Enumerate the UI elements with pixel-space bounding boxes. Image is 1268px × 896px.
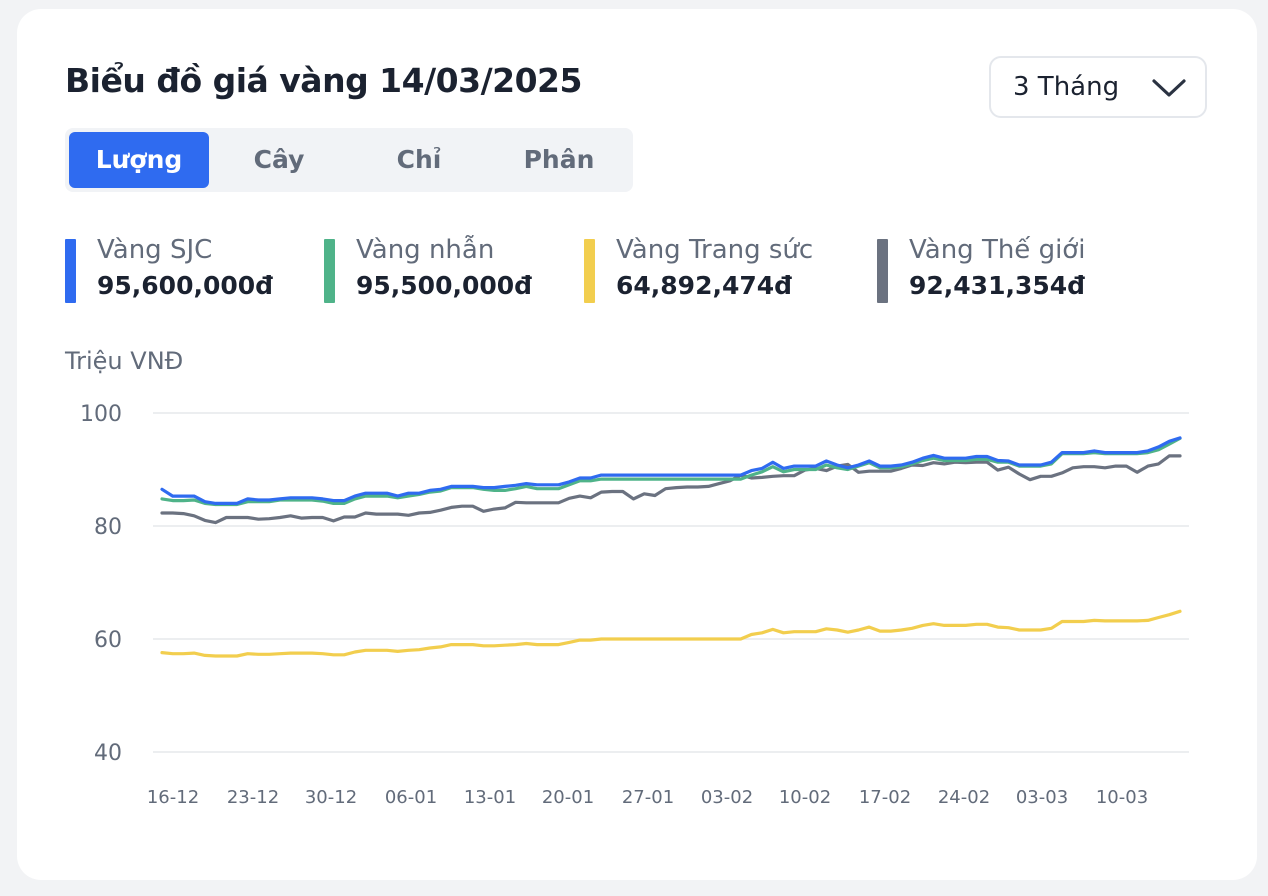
- legend-value: 92,431,354đ: [909, 271, 1086, 300]
- x-tick-label: 16-12: [147, 787, 199, 808]
- y-tick-label: 40: [94, 741, 122, 766]
- x-tick-label: 27-01: [622, 787, 674, 808]
- tab-phan[interactable]: Phân: [523, 145, 595, 174]
- legend-color-bar: [65, 239, 76, 303]
- tab-cay[interactable]: Cây: [253, 145, 305, 174]
- tab-chi[interactable]: Chỉ: [396, 145, 442, 174]
- x-tick-label: 13-01: [464, 787, 516, 808]
- x-tick-label: 06-01: [385, 787, 437, 808]
- x-tick-label: 17-02: [859, 787, 911, 808]
- x-tick-label: 10-03: [1096, 787, 1148, 808]
- series-line-vàng-sjc: [160, 436, 1182, 505]
- time-range-select[interactable]: 3 Tháng: [989, 56, 1207, 118]
- series-line-vàng-thế-giới: [160, 454, 1182, 525]
- y-tick-label: 80: [94, 515, 122, 540]
- x-tick-label: 03-03: [1016, 787, 1068, 808]
- x-tick-label: 30-12: [305, 787, 357, 808]
- legend-color-bar: [584, 239, 595, 303]
- tab-luong[interactable]: Lượng: [69, 132, 209, 188]
- y-axis-unit-label: Triệu VNĐ: [65, 347, 184, 375]
- gold-price-card: Biểu đồ giá vàng 14/03/2025 3 Tháng Lượn…: [17, 9, 1257, 880]
- x-tick-label: 20-01: [542, 787, 594, 808]
- series-line-vàng-trang-sức: [160, 609, 1182, 658]
- legend-value: 95,500,000đ: [356, 271, 533, 300]
- price-line-chart: 100 80 60 40 16-12 23-12 30-12 06-01 13-01 20-01 2…: [80, 402, 1189, 808]
- time-range-value: 3 Tháng: [1013, 72, 1120, 102]
- legend-name: Vàng SJC: [97, 235, 213, 265]
- series-line-vàng-nhẫn: [160, 436, 1182, 507]
- chevron-down-icon: [1152, 79, 1186, 97]
- page-title: Biểu đồ giá vàng 14/03/2025: [65, 61, 582, 100]
- unit-tabs: Lượng Cây Chỉ Phân: [65, 128, 633, 192]
- legend-color-bar: [877, 239, 888, 303]
- legend-value: 64,892,474đ: [616, 271, 793, 300]
- x-tick-label: 24-02: [938, 787, 990, 808]
- x-tick-label: 03-02: [701, 787, 753, 808]
- legend-name: Vàng Thế giới: [909, 235, 1086, 265]
- y-tick-label: 60: [94, 628, 122, 653]
- legend-name: Vàng Trang sức: [616, 235, 814, 265]
- legend-value: 95,600,000đ: [97, 271, 274, 300]
- legend-name: Vàng nhẫn: [356, 235, 495, 265]
- y-tick-label: 100: [80, 402, 122, 427]
- legend-color-bar: [324, 239, 335, 303]
- x-tick-label: 10-02: [779, 787, 831, 808]
- x-tick-label: 23-12: [227, 787, 279, 808]
